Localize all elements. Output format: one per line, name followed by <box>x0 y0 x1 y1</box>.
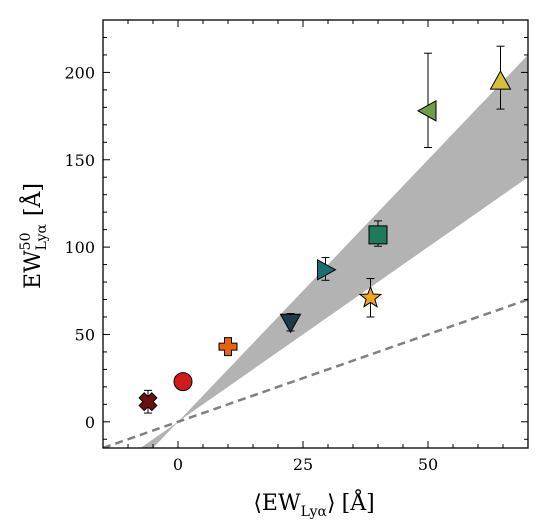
axes-frame <box>102 19 529 449</box>
y-tick-label: 100 <box>64 238 95 257</box>
y-axis-label-unit: [Å] <box>18 183 46 216</box>
clipped-layer <box>103 45 528 448</box>
y-tick-label: 0 <box>85 413 95 432</box>
x-tick-label: 25 <box>293 455 313 474</box>
marker-triangle-right <box>317 258 337 281</box>
y-axis-label: EW50Lyα [Å] <box>18 183 50 289</box>
marker-circle <box>173 372 193 392</box>
data-point-x-cross <box>138 389 158 414</box>
data-point-star <box>358 278 383 318</box>
dashed-line <box>103 298 528 448</box>
x-axis-label-main: EW <box>262 491 301 516</box>
marker-x-cross <box>138 392 158 412</box>
data-point-triangle-right <box>317 257 337 281</box>
marker-star <box>358 285 383 308</box>
y-axis-label-sup: 50 <box>18 232 34 250</box>
y-tick-label: 200 <box>64 63 95 82</box>
plot-area <box>103 45 528 448</box>
shaded-band <box>140 54 528 448</box>
x-axis-label-unit: [Å] <box>342 488 375 516</box>
marker-plus <box>218 337 238 357</box>
data-point-triangle-left <box>416 52 437 149</box>
y-axis-label-main: EW <box>21 250 46 289</box>
data-point-triangle-down <box>279 312 302 334</box>
y-tick-label: 150 <box>64 151 95 170</box>
marker-triangle-left <box>416 99 437 122</box>
x-tick-label: 50 <box>418 455 438 474</box>
data-point-circle <box>173 372 193 392</box>
x-axis-label-close: ⟩ <box>327 491 336 516</box>
x-axis-label: ⟨EWLyα⟩ [Å] <box>253 488 374 520</box>
marker-triangle-down <box>279 313 302 334</box>
data-point-plus <box>218 337 238 357</box>
x-tick-label: 0 <box>173 455 183 474</box>
marker-triangle-up <box>489 70 512 90</box>
data-point-square <box>368 220 388 247</box>
axes: 0 25 50 0 50 100 150 200 <box>64 19 529 474</box>
y-axis-label-sub: Lyα <box>34 224 50 251</box>
y-tick-label: 50 <box>75 325 95 344</box>
x-axis-label-open: ⟨ <box>253 491 262 516</box>
x-axis-label-sub: Lyα <box>301 504 328 520</box>
marker-square <box>368 225 388 245</box>
data-point-triangle-up <box>489 45 512 110</box>
